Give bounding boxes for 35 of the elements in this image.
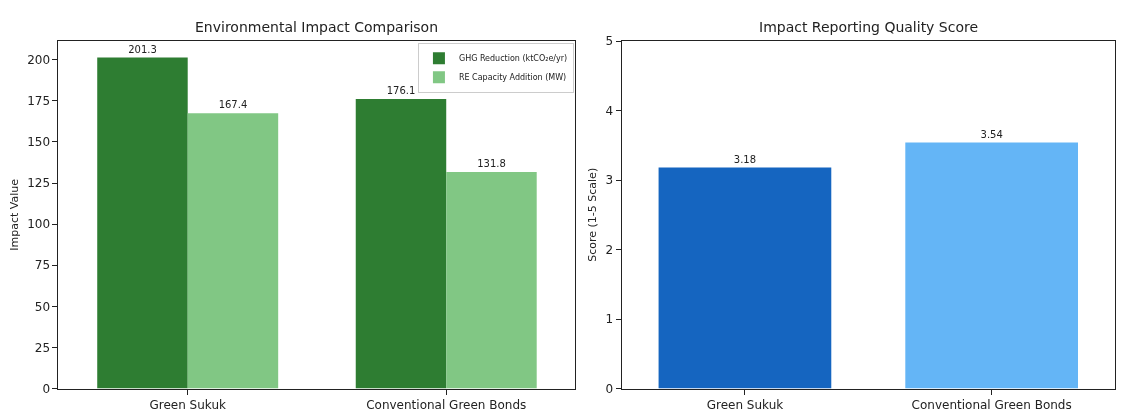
y-tick-label: 100 (27, 217, 51, 232)
bar (355, 99, 447, 389)
data-label: 176.1 (386, 85, 416, 97)
bar (97, 57, 188, 389)
y-axis-title: Impact Value (7, 178, 21, 251)
y-tick-label: 200 (27, 52, 51, 67)
y-tick-label: 2 (605, 242, 614, 257)
y-tick-label: 0 (42, 381, 51, 396)
chart-title: Impact Reporting Quality Score (759, 19, 979, 35)
data-label: 3.54 (980, 128, 1003, 140)
y-tick-label: 4 (605, 103, 614, 118)
bar (446, 171, 537, 389)
y-axis-title: Score (1-5 Scale) (586, 167, 600, 262)
y-tick-label: 150 (27, 135, 51, 150)
legend-label: GHG Reduction (ktCO₂e/yr) (458, 54, 568, 64)
x-tick-label: Green Sukuk (149, 398, 227, 412)
y-tick-label: 125 (27, 176, 51, 191)
y-tick-label: 75 (34, 258, 51, 273)
y-tick-label: 0 (605, 381, 614, 396)
x-tick-label: Green Sukuk (706, 398, 784, 412)
data-label: 167.4 (218, 99, 248, 111)
data-label: 3.18 (733, 153, 757, 165)
y-tick-label: 1 (605, 312, 614, 327)
y-tick-label: 50 (34, 299, 51, 314)
x-tick-label: Conventional Green Bonds (366, 398, 527, 412)
y-tick-label: 25 (34, 340, 51, 355)
data-label: 131.8 (477, 157, 506, 169)
x-tick-label: Conventional Green Bonds (911, 398, 1072, 412)
y-tick-label: 175 (27, 94, 51, 109)
bar (187, 113, 279, 389)
y-tick-label: 3 (605, 173, 614, 188)
legend-label: RE Capacity Addition (MW) (458, 73, 567, 83)
y-tick-label: 5 (605, 34, 614, 49)
chart-title: Environmental Impact Comparison (195, 19, 439, 35)
data-label: 201.3 (128, 43, 157, 55)
